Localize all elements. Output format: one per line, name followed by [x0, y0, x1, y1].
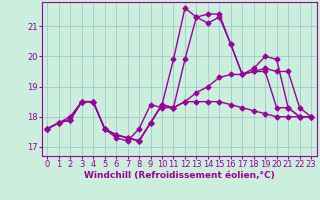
X-axis label: Windchill (Refroidissement éolien,°C): Windchill (Refroidissement éolien,°C) [84, 171, 275, 180]
